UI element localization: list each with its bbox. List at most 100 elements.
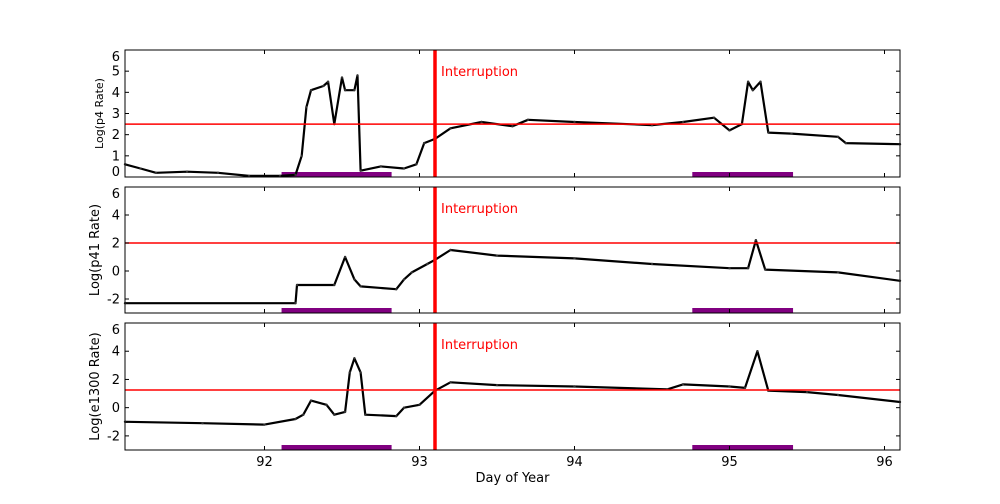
highlight-bar	[692, 445, 794, 450]
data-point	[353, 357, 356, 360]
y-tick-label: 2	[112, 128, 120, 143]
x-tick-label: 96	[876, 455, 893, 470]
data-point	[333, 413, 336, 416]
axes-frame	[124, 186, 901, 314]
annotation-label: Interruption	[441, 65, 518, 80]
data-point	[763, 268, 767, 271]
data-point	[681, 383, 685, 386]
panel-2: Interruption -2 0 2 4 6 Log(p41 Rate)	[88, 186, 902, 314]
data-point	[495, 254, 499, 257]
data-point	[418, 403, 421, 407]
annotation-label: Interruption	[441, 202, 518, 217]
data-point	[379, 165, 382, 168]
data-point	[526, 118, 530, 122]
data-point	[681, 120, 685, 124]
data-point	[343, 255, 347, 259]
data-series	[125, 239, 901, 305]
data-point	[185, 170, 189, 173]
y-tick-label: 4	[112, 345, 120, 360]
y-axis-label: Log(p41 Rate)	[88, 204, 103, 296]
data-point	[449, 248, 452, 252]
data-point	[343, 89, 347, 92]
data-point	[395, 414, 398, 418]
data-point	[302, 413, 305, 416]
y-axis-label: Log(e1300 Rate)	[88, 332, 103, 440]
y-tick-label: 6	[112, 323, 120, 338]
data-point	[836, 271, 840, 274]
x-tick-label: 93	[411, 455, 428, 470]
data-point	[712, 116, 716, 119]
data-point	[309, 399, 313, 402]
data-series	[124, 74, 901, 177]
data-point	[495, 383, 499, 387]
data-point	[480, 120, 483, 124]
x-tick-label: 92	[256, 455, 273, 470]
data-point	[139, 167, 142, 170]
data-point	[402, 278, 406, 281]
y-tick-label: -2	[107, 293, 120, 308]
highlight-bar	[281, 445, 392, 450]
data-point	[201, 421, 204, 425]
data-point	[356, 74, 359, 77]
y-tick-label: 3	[112, 107, 120, 122]
data-point	[426, 262, 429, 266]
data-point	[294, 417, 297, 421]
data-point	[805, 390, 809, 394]
data-point	[844, 141, 847, 145]
x-tick-label: 94	[566, 455, 583, 470]
y-tick-label: 2	[112, 237, 120, 252]
data-point	[728, 267, 731, 270]
data-point	[756, 350, 759, 353]
x-axis-label: Day of Year	[476, 471, 551, 486]
data-point	[305, 105, 308, 109]
data-point	[449, 381, 452, 384]
data-point	[511, 125, 514, 128]
data-point	[743, 386, 747, 390]
y-tick-label: -2	[107, 429, 120, 444]
data-point	[326, 80, 330, 83]
panel-3: Interruption -2 0 2 4 6 92 93 94 95 96 Day of Year L…	[88, 322, 902, 486]
y-tick-label: 5	[112, 65, 120, 80]
data-point	[754, 239, 758, 242]
data-point	[728, 129, 731, 132]
data-point	[343, 410, 347, 414]
panel-1: Interruption 01 2 3 4 56 Log(p4 Rate)	[93, 49, 902, 180]
y-tick-label: 0	[112, 165, 120, 180]
x-tick-label: 95	[721, 455, 738, 470]
data-point	[322, 84, 325, 88]
y-tick-label: 1	[112, 149, 120, 164]
data-point	[340, 76, 344, 79]
data-point	[767, 131, 770, 134]
data-point	[300, 154, 303, 158]
data-point	[573, 385, 576, 388]
data-point	[746, 267, 750, 270]
data-point	[410, 271, 413, 274]
data-point	[415, 163, 418, 166]
data-point	[294, 173, 297, 177]
y-tick-label: 4	[112, 209, 120, 224]
data-point	[359, 285, 362, 288]
data-point	[751, 89, 754, 92]
y-axis-label: Log(p4 Rate)	[93, 78, 106, 149]
data-point	[364, 413, 367, 416]
data-point	[746, 80, 750, 83]
y-tick-label: 6	[112, 187, 120, 202]
data-point	[348, 371, 351, 374]
data-point	[154, 171, 158, 174]
data-point	[728, 385, 731, 388]
axes-frame	[124, 322, 901, 451]
data-point	[836, 393, 840, 397]
data-series	[124, 350, 901, 426]
y-tick-label: 6	[112, 50, 120, 65]
data-point	[573, 120, 576, 124]
data-point	[295, 283, 299, 287]
data-point	[395, 288, 398, 291]
data-point	[216, 171, 220, 174]
y-tick-label: 0	[112, 265, 120, 280]
y-tick-label: 4	[112, 86, 120, 101]
y-tick-label: 0	[112, 401, 120, 416]
data-point	[402, 406, 406, 409]
data-point	[294, 302, 297, 305]
data-point	[573, 257, 576, 260]
